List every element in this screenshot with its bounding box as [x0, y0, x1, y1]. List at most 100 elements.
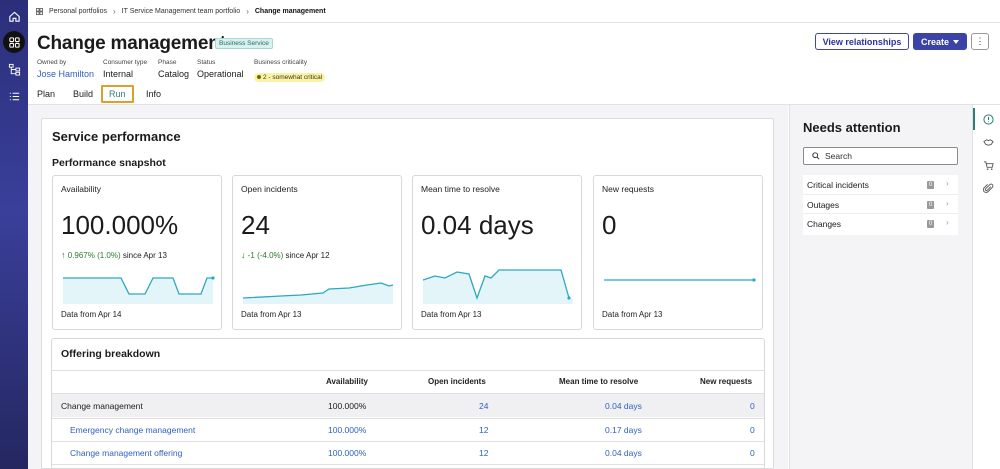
owned-by-field: Owned by Jose Hamilton — [37, 59, 94, 79]
page-title: Change management — [37, 33, 226, 54]
divider — [52, 393, 764, 394]
list-item-outages[interactable]: Outages 0 › — [803, 194, 958, 213]
owned-by-link[interactable]: Jose Hamilton — [37, 69, 95, 79]
metric-value: 24 — [241, 210, 270, 240]
breadcrumb-personal-portfolios[interactable]: Personal portfolios — [49, 7, 107, 15]
table-row: Change management offering 100.000% 12 0… — [52, 441, 764, 464]
metric-since: since Apr 13 — [122, 251, 167, 260]
row-requests-link[interactable]: 0 — [750, 401, 755, 411]
create-button-label: Create — [920, 36, 949, 47]
metric-card-open-incidents[interactable]: Open incidents 24 ↓ -1 (-4.0%) since Apr… — [232, 175, 402, 330]
active-indicator — [973, 108, 975, 130]
row-mttr-link[interactable]: 0.04 days — [605, 448, 642, 458]
row-name-link[interactable]: Change management offering — [70, 448, 183, 458]
metric-footer: Data from Apr 13 — [602, 310, 663, 319]
sparkline-chart — [604, 278, 756, 282]
consumer-type-field: Consumer type Internal — [103, 59, 147, 79]
sparkline-chart — [422, 269, 573, 304]
row-availability-link[interactable]: 100.000% — [328, 448, 367, 458]
column-header-availability[interactable]: Availability — [326, 377, 368, 386]
tab-run[interactable]: Run — [101, 85, 134, 103]
list-item-label: Changes — [807, 219, 842, 229]
row-availability-link[interactable]: 100.000% — [328, 425, 367, 435]
paperclip-icon[interactable] — [982, 182, 994, 194]
tabs-divider — [28, 104, 1000, 105]
column-header-mttr[interactable]: Mean time to resolve — [559, 377, 639, 386]
metric-title: New requests — [602, 184, 654, 194]
row-availability: 100.000% — [328, 401, 367, 411]
consumer-type-value: Internal — [103, 69, 134, 79]
home-icon[interactable] — [4, 6, 24, 26]
metric-value: 0 — [602, 210, 617, 240]
metric-footer: Data from Apr 13 — [421, 310, 482, 319]
phase-field: Phase Catalog — [158, 59, 189, 79]
count-badge: 0 — [927, 201, 935, 209]
create-button[interactable]: Create — [913, 33, 967, 50]
row-incidents-link[interactable]: 24 — [479, 401, 489, 411]
right-sidebar — [972, 105, 1000, 469]
metric-footer: Data from Apr 13 — [241, 310, 302, 319]
column-header-open-incidents[interactable]: Open incidents — [428, 377, 486, 386]
handshake-icon[interactable] — [982, 136, 994, 148]
metric-change: -1 (-4.0%) — [247, 251, 284, 260]
phase-label: Phase — [158, 59, 177, 66]
status-label: Status — [197, 59, 216, 66]
arrow-up-icon: ↑ — [61, 250, 66, 260]
row-name-link[interactable]: Emergency change management — [70, 425, 196, 435]
breadcrumb-team-portfolio[interactable]: IT Service Management team portfolio — [121, 7, 241, 15]
tab-build[interactable]: Build — [73, 89, 94, 99]
row-mttr-link[interactable]: 0.17 days — [605, 425, 642, 435]
divider — [52, 418, 764, 419]
metric-card-mean-time-to-resolve[interactable]: Mean time to resolve 0.04 days Data from… — [412, 175, 582, 330]
criticality-field: Business criticality 2 - somewhat critic… — [254, 59, 326, 84]
apps-grid-icon[interactable] — [3, 31, 25, 53]
needs-attention-panel — [789, 105, 972, 469]
list-icon[interactable] — [4, 86, 24, 106]
offering-breakdown-card: Offering breakdown Availability Open inc… — [51, 338, 765, 469]
criticality-badge: 2 - somewhat critical — [254, 73, 326, 82]
metric-footer: Data from Apr 14 — [61, 310, 122, 319]
list-item-label: Outages — [807, 200, 840, 210]
arrow-down-icon: ↓ — [241, 250, 246, 260]
sparkline-chart — [242, 282, 394, 304]
alert-circle-icon[interactable] — [982, 113, 994, 125]
type-badge: Business Service — [215, 38, 273, 49]
row-mttr-link[interactable]: 0.04 days — [605, 401, 642, 411]
tab-info[interactable]: Info — [146, 89, 162, 99]
more-options-button[interactable]: ⋮ — [971, 33, 989, 50]
criticality-value: 2 - somewhat critical — [263, 74, 323, 81]
metric-change: 0.967% (1.0%) — [67, 251, 121, 260]
row-requests-link[interactable]: 0 — [750, 448, 755, 458]
column-header-new-requests[interactable]: New requests — [700, 377, 753, 386]
consumer-type-label: Consumer type — [103, 59, 148, 66]
search-icon — [812, 152, 820, 160]
view-relationships-button[interactable]: View relationships — [815, 33, 909, 50]
list-item-changes[interactable]: Changes 0 › — [803, 213, 958, 232]
divider — [52, 370, 764, 371]
criticality-label: Business criticality — [254, 59, 308, 66]
cart-icon[interactable] — [982, 159, 994, 171]
list-item-label: Critical incidents — [807, 180, 869, 190]
count-badge: 0 — [927, 220, 935, 228]
metric-card-availability[interactable]: Availability 100.000% ↑ 0.967% (1.0%) si… — [52, 175, 222, 330]
phase-value: Catalog — [158, 69, 190, 79]
metric-card-new-requests[interactable]: New requests 0 Data from Apr 13 — [593, 175, 763, 330]
needs-attention-search-input[interactable]: Search — [803, 147, 958, 165]
metric-delta: ↑ 0.967% (1.0%) since Apr 13 — [61, 250, 167, 260]
sparkline-chart — [63, 276, 215, 304]
list-item-critical-incidents[interactable]: Critical incidents 0 › — [803, 175, 958, 194]
row-incidents-link[interactable]: 12 — [479, 448, 489, 458]
breadcrumb: Personal portfolios › IT Service Managem… — [36, 6, 326, 16]
chevron-right-icon: › — [946, 218, 949, 227]
status-field: Status Operational — [197, 59, 244, 79]
count-badge: 0 — [927, 181, 935, 189]
tab-plan[interactable]: Plan — [37, 89, 56, 99]
hierarchy-icon[interactable] — [4, 59, 24, 79]
row-name: Change management — [61, 401, 143, 411]
row-requests-link[interactable]: 0 — [750, 425, 755, 435]
metric-title: Mean time to resolve — [421, 184, 500, 194]
metric-value: 0.04 days — [421, 210, 534, 240]
row-incidents-link[interactable]: 12 — [479, 425, 489, 435]
chevron-right-icon: › — [112, 6, 116, 16]
portfolio-grid-icon — [36, 7, 43, 15]
